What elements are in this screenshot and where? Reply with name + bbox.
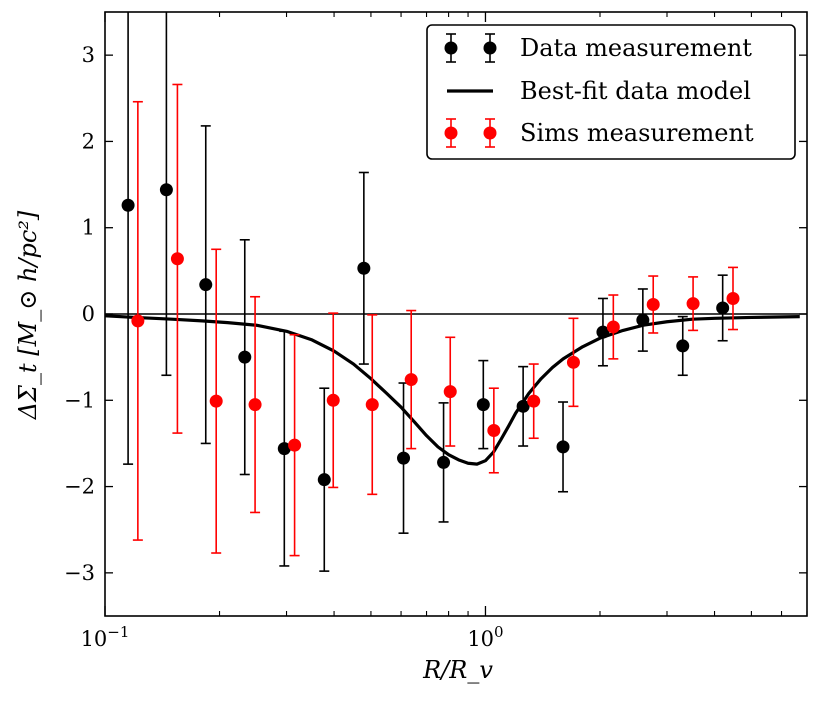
x-tick-label: 10−1 — [81, 623, 130, 651]
data-point — [636, 313, 650, 327]
data-point — [238, 350, 252, 364]
data-point — [556, 440, 570, 454]
y-axis-label: ΔΣ_t [M_⊙ h/pc²] — [14, 210, 42, 420]
y-tick-label: 0 — [82, 302, 95, 326]
data-point — [397, 451, 411, 465]
data-point — [437, 455, 451, 469]
legend-label: Data measurement — [520, 34, 752, 62]
series-sims — [131, 83, 740, 557]
data-point — [317, 473, 331, 487]
data-point — [566, 355, 580, 369]
data-point — [209, 394, 223, 408]
x-tick-label: 100 — [467, 623, 503, 651]
data-point — [686, 297, 700, 311]
data-point — [357, 261, 371, 275]
data-point — [365, 398, 379, 412]
legend-marker — [483, 126, 497, 140]
y-tick-label: 1 — [82, 216, 95, 240]
legend-label: Best-fit data model — [520, 77, 751, 105]
legend: Data measurement Best-fit data model Sims … — [426, 24, 796, 160]
data-point — [516, 399, 530, 413]
y-tick-label: −1 — [64, 388, 95, 412]
data-point — [248, 398, 262, 412]
data-point — [606, 320, 620, 334]
model-layer — [105, 314, 800, 466]
legend-marker — [483, 41, 497, 55]
data-point — [676, 339, 690, 353]
data-point — [288, 438, 302, 452]
data-point — [170, 252, 184, 266]
legend-entry-2: Best-fit data model — [447, 77, 751, 105]
legend-box — [426, 24, 796, 160]
series-layer — [121, 12, 740, 572]
data-point — [716, 301, 730, 315]
legend-marker — [444, 126, 458, 140]
data-point — [443, 385, 457, 399]
data-point — [646, 298, 660, 312]
data-point — [326, 393, 340, 407]
legend-marker — [444, 41, 458, 55]
legend-entry-1: Data measurement — [444, 33, 752, 63]
x-axis-label: R/R_v — [422, 656, 493, 684]
y-tick-label: −2 — [64, 475, 95, 499]
data-point — [121, 198, 135, 212]
data-point — [527, 394, 541, 408]
data-point — [277, 442, 291, 456]
legend-entry-3: Sims measurement — [444, 118, 754, 148]
legend-label: Sims measurement — [520, 119, 754, 147]
data-point — [131, 314, 145, 328]
data-point — [726, 291, 740, 305]
series-data — [121, 12, 730, 572]
data-point — [476, 398, 490, 412]
model-line — [105, 314, 800, 466]
y-tick-label: 3 — [82, 43, 95, 67]
y-tick-label: −3 — [64, 561, 95, 585]
data-point — [199, 278, 213, 292]
y-tick-label: 2 — [82, 129, 95, 153]
data-point — [404, 373, 418, 387]
data-point — [159, 183, 173, 197]
data-point — [487, 423, 501, 437]
data-point — [596, 325, 610, 339]
